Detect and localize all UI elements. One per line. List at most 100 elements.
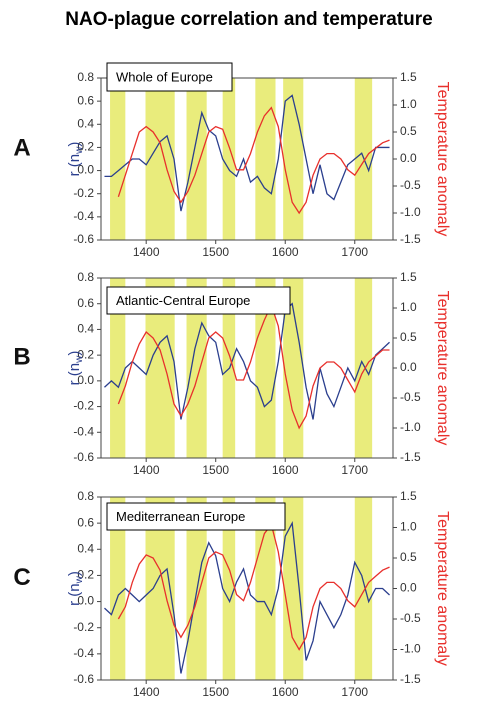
plague-period [255, 497, 276, 680]
plague-period [354, 278, 373, 458]
y2-tick-label: 0.0 [400, 151, 417, 165]
x-tick-label: 1700 [341, 685, 368, 699]
y-axis-label: r (nw) [66, 142, 85, 177]
y-axis-label-main: r (n [66, 583, 83, 606]
y2-tick-label: -0.5 [400, 611, 421, 625]
y-axis-label-sub: w [74, 146, 85, 155]
x-tick-label: 1600 [272, 245, 299, 259]
y-axis-label-main: r (n [66, 363, 83, 386]
y-tick-label: 0.2 [77, 568, 94, 582]
plague-period [186, 78, 207, 240]
y2-tick-label: 1.5 [400, 270, 417, 284]
plague-period [283, 278, 304, 458]
figure-title: NAO-plague correlation and temperature [65, 9, 432, 30]
y-tick-label: 0.8 [77, 270, 94, 284]
y2-tick-label: 1.5 [400, 489, 417, 503]
y-tick-label: 0.0 [77, 163, 94, 177]
y-axis-label-close: ) [66, 142, 83, 147]
y2-tick-label: -0.5 [400, 390, 421, 404]
y-axis-label-close: ) [66, 571, 83, 576]
y-axis-label-sub: w [74, 355, 85, 364]
y2-tick-label: 0.0 [400, 581, 417, 595]
y-tick-label: -0.2 [73, 186, 94, 200]
x-tick-label: 1700 [341, 463, 368, 477]
y-axis-label: r (nw) [66, 351, 85, 386]
y2-tick-label: 0.5 [400, 550, 417, 564]
y-tick-label: 0.2 [77, 347, 94, 361]
y2-axis-label: Temperature anomaly [434, 82, 451, 237]
panel-letter: C [13, 564, 30, 591]
y-tick-label: -0.4 [73, 424, 94, 438]
plague-period [110, 278, 126, 458]
y2-tick-label: -1.0 [400, 420, 421, 434]
x-tick-label: 1700 [341, 245, 368, 259]
y-tick-label: -0.2 [73, 620, 94, 634]
x-tick-label: 1400 [133, 463, 160, 477]
y-axis-label-close: ) [66, 351, 83, 356]
inset-label: Mediterranean Europe [116, 509, 245, 524]
y-tick-label: 0.6 [77, 296, 94, 310]
plot-frame [100, 77, 394, 241]
inset-label: Whole of Europe [116, 69, 213, 84]
x-tick-label: 1500 [202, 685, 229, 699]
y-axis-label-sub: w [74, 575, 85, 584]
y-axis-label-main: r (n [66, 154, 83, 177]
y-tick-label: -0.6 [73, 232, 94, 246]
y-tick-label: 0.2 [77, 140, 94, 154]
y2-tick-label: 0.5 [400, 330, 417, 344]
plague-period [222, 497, 236, 680]
y-tick-label: 0.4 [77, 116, 94, 130]
y2-tick-label: -1.0 [400, 642, 421, 656]
plague-period [255, 78, 276, 240]
y2-tick-label: 1.5 [400, 70, 417, 84]
x-tick-label: 1600 [272, 463, 299, 477]
temperature-line [117, 303, 390, 430]
inset-box [106, 286, 291, 315]
temperature-line [117, 106, 390, 215]
y2-tick-label: 1.0 [400, 97, 417, 111]
y-axis-label: r (nw) [66, 571, 85, 606]
r-line [104, 520, 390, 674]
y-tick-label: 0.0 [77, 594, 94, 608]
plague-period [110, 78, 126, 240]
plague-period [255, 278, 276, 458]
plague-period [283, 497, 304, 680]
inset-label: Atlantic-Central Europe [116, 293, 250, 308]
temperature-line [117, 522, 390, 651]
y-tick-label: -0.6 [73, 450, 94, 464]
r-line [104, 94, 390, 212]
y-tick-label: 0.8 [77, 70, 94, 84]
panel-letter: A [13, 134, 30, 161]
y-tick-label: -0.4 [73, 209, 94, 223]
y2-tick-label: -0.5 [400, 178, 421, 192]
y2-tick-label: 1.0 [400, 300, 417, 314]
y-tick-label: 0.6 [77, 93, 94, 107]
x-tick-label: 1400 [133, 685, 160, 699]
y-tick-label: -0.2 [73, 399, 94, 413]
y-tick-label: 0.4 [77, 541, 94, 555]
y-tick-label: -0.4 [73, 646, 94, 660]
inset-box [106, 502, 286, 531]
panel-letter: B [13, 343, 30, 370]
y-tick-label: 0.6 [77, 515, 94, 529]
x-tick-label: 1400 [133, 245, 160, 259]
plague-period [110, 497, 126, 680]
plague-period [354, 497, 373, 680]
y2-axis-label: Temperature anomaly [434, 291, 451, 446]
plague-period [222, 78, 236, 240]
y-tick-label: 0.0 [77, 373, 94, 387]
x-tick-label: 1500 [202, 463, 229, 477]
y-tick-label: -0.6 [73, 672, 94, 686]
y2-tick-label: -1.5 [400, 450, 421, 464]
y2-tick-label: -1.0 [400, 205, 421, 219]
x-tick-label: 1600 [272, 685, 299, 699]
x-tick-label: 1500 [202, 245, 229, 259]
y2-tick-label: 0.5 [400, 124, 417, 138]
y2-tick-label: 0.0 [400, 360, 417, 374]
y-tick-label: 0.8 [77, 489, 94, 503]
inset-box [106, 62, 233, 92]
y2-axis-label: Temperature anomaly [434, 511, 451, 666]
y2-tick-label: -1.5 [400, 232, 421, 246]
y-tick-label: 0.4 [77, 322, 94, 336]
